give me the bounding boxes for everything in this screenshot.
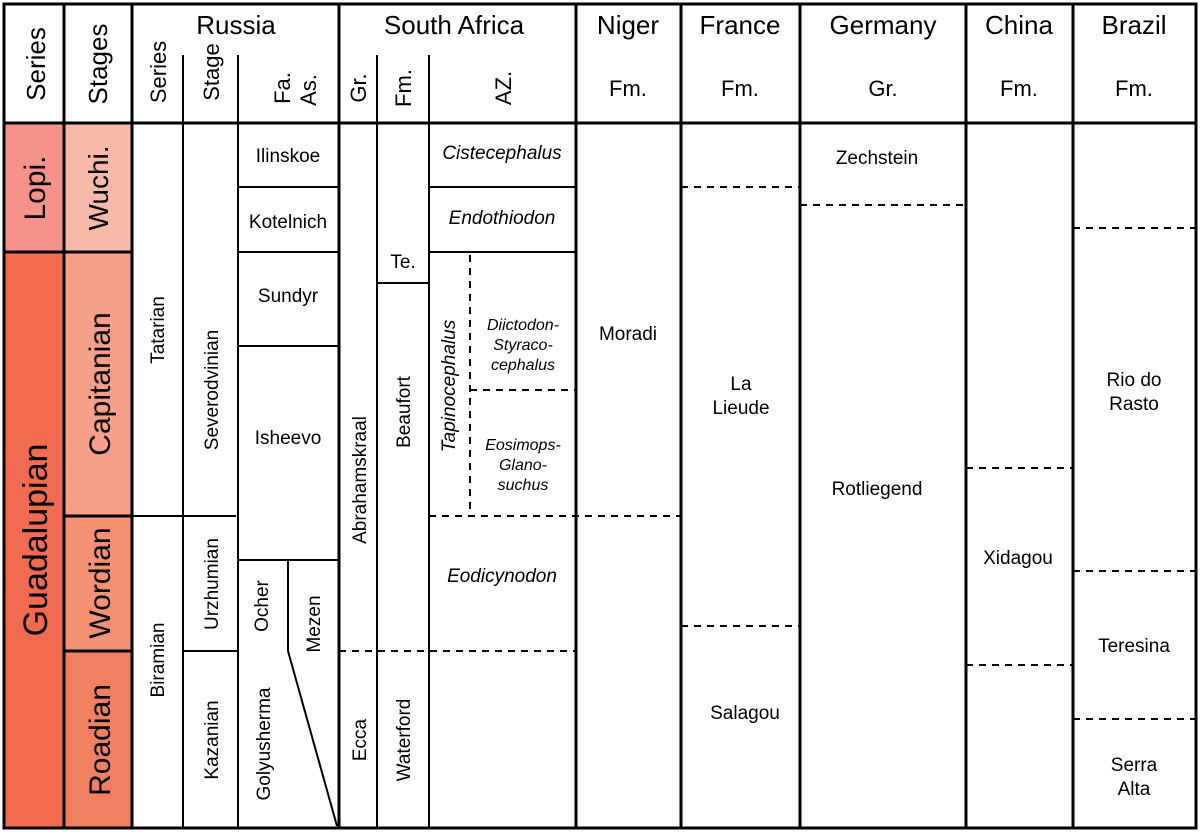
header-russia-stage: Stage <box>199 43 224 101</box>
wuchiapingian-cell <box>64 123 132 252</box>
russia-isheevo: Isheevo <box>255 428 322 449</box>
france-salagou: Salagou <box>710 703 780 724</box>
header-sa-gr: Gr. <box>346 73 371 102</box>
sa-endothiodon: Endothiodon <box>449 208 556 229</box>
series-lopingian: Lopi. <box>19 155 52 220</box>
sa-abrahamskraal: Abrahamskraal <box>350 416 371 544</box>
header-stages: Stages <box>83 24 113 105</box>
germany-rotliegend: Rotliegend <box>832 479 923 500</box>
sa-te: Te. <box>390 252 415 273</box>
germany-zechstein: Zechstein <box>836 148 918 169</box>
sa-eosimops-1: Eosimops- <box>485 437 561 454</box>
header-russia-as: As. <box>296 74 321 106</box>
header-russia: Russia <box>196 10 276 40</box>
russia-ocher: Ocher <box>252 579 273 631</box>
header-china-unit: Fm. <box>1000 76 1038 101</box>
header-sa-az: AZ. <box>491 71 516 105</box>
brazil-rio-do-rasto-2: Rasto <box>1109 394 1159 415</box>
header-series: Series <box>21 27 51 101</box>
sa-diictodon-2: Styraco- <box>493 337 553 354</box>
russia-golyusherma: Golyusherma <box>254 687 275 800</box>
series-guadalupian: Guadalupian <box>17 444 55 637</box>
header-niger: Niger <box>597 10 659 40</box>
brazil-serra-alta-2: Alta <box>1118 779 1151 800</box>
header-niger-unit: Fm. <box>609 76 647 101</box>
wordian-cell <box>64 516 132 651</box>
russia-stage-urzhumian: Urzhumian <box>202 538 223 630</box>
russia-stage-kazanian: Kazanian <box>202 700 223 779</box>
header-france: France <box>700 10 781 40</box>
sa-beaufort: Beaufort <box>394 375 415 448</box>
stage-capitanian: Capitanian <box>84 312 117 455</box>
header-china: China <box>985 10 1053 40</box>
sa-diictodon-3: cephalus <box>491 357 555 374</box>
lopingian-cell <box>4 123 64 252</box>
header-brazil: Brazil <box>1101 10 1166 40</box>
header-sa-fm: Fm. <box>391 69 416 107</box>
sa-cistecephalus: Cistecephalus <box>442 143 562 164</box>
guadalupian-cell <box>4 252 64 828</box>
sa-eosimops-3: suchus <box>498 477 549 494</box>
header-brazil-unit: Fm. <box>1115 76 1153 101</box>
stage-wuchiapingian: Wuchi. <box>83 145 114 230</box>
boundary <box>287 650 338 827</box>
niger-moradi: Moradi <box>599 324 657 345</box>
sa-diictodon-1: Diictodon- <box>487 317 559 334</box>
header-germany: Germany <box>830 10 937 40</box>
france-la-lieude-2: Lieude <box>712 398 769 419</box>
header-south-africa: South Africa <box>384 10 525 40</box>
header-germany-unit: Gr. <box>868 76 897 101</box>
sa-ecca: Ecca <box>350 718 371 761</box>
header-france-unit: Fm. <box>721 76 759 101</box>
russia-ilinskoe: Ilinskoe <box>256 146 320 167</box>
russia-stage-severodvinian: Severodvinian <box>202 330 223 450</box>
china-xidagou: Xidagou <box>983 548 1053 569</box>
header-russia-series: Series <box>146 41 171 103</box>
sa-waterford: Waterford <box>394 699 415 782</box>
russia-mezen: Mezen <box>304 595 325 652</box>
sa-eosimops-2: Glano- <box>499 457 547 474</box>
brazil-serra-alta-1: Serra <box>1111 755 1158 776</box>
stage-wordian: Wordian <box>84 527 117 638</box>
brazil-teresina: Teresina <box>1098 636 1170 657</box>
russia-kotelnich: Kotelnich <box>249 212 327 233</box>
brazil-rio-do-rasto-1: Rio do <box>1107 370 1162 391</box>
sa-tapinocephalus: Tapinocephalus <box>439 319 460 452</box>
header-russia-fa: Fa. <box>270 72 295 104</box>
stage-roadian: Roadian <box>84 684 117 796</box>
roadian-cell <box>64 651 132 828</box>
russia-series-tatarian: Tatarian <box>148 296 169 364</box>
sa-eodicynodon: Eodicynodon <box>447 566 557 587</box>
russia-sundyr: Sundyr <box>258 286 319 307</box>
france-la-lieude-1: La <box>730 374 752 395</box>
capitanian-cell <box>64 252 132 516</box>
russia-series-biramian: Biramian <box>148 623 169 698</box>
